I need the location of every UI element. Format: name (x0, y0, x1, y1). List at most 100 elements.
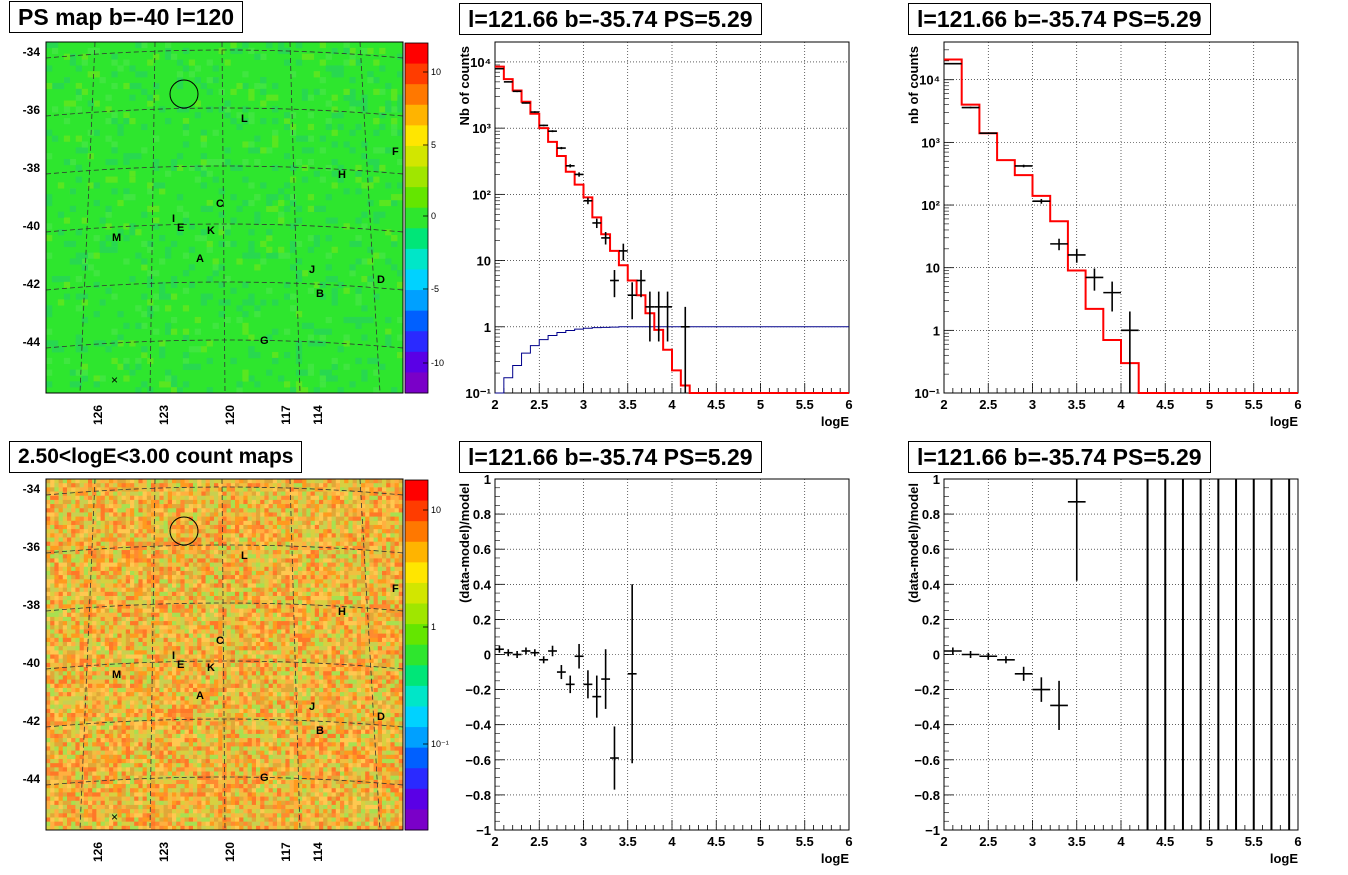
count-map-source-label-A: A (196, 690, 204, 702)
residual-left-data-point[interactable] (627, 584, 637, 764)
spectrum-right-data-point[interactable] (979, 132, 998, 135)
ps-map-source-label-H: H (338, 169, 346, 181)
residual-right-data-point[interactable] (944, 647, 962, 655)
residual-right-data-point[interactable] (1014, 666, 1033, 681)
spectrum-left-y-tick-label: 1 (484, 320, 491, 335)
spectrum-left-data-point[interactable] (495, 67, 504, 70)
spectrum-left-data-point[interactable] (521, 102, 531, 104)
residual-left-data-point[interactable] (556, 665, 566, 680)
spectrum-left-data-point[interactable] (627, 282, 637, 320)
spectrum-left-data-point[interactable] (592, 218, 602, 229)
spectrum-right-data-point[interactable] (1121, 311, 1139, 393)
residual-left-data-point[interactable] (539, 656, 549, 664)
spectrum-left-data-point[interactable] (548, 130, 557, 133)
ps-map-source-label-D: D (377, 274, 385, 286)
ps-map-colorbar-segment (405, 125, 428, 147)
spectrum-left-data-point[interactable] (680, 306, 690, 393)
spectrum-left-data-point[interactable] (503, 81, 513, 83)
residual-left-data-point[interactable] (610, 726, 619, 790)
residual-left-data-point[interactable] (574, 643, 584, 669)
residual-left-data-point[interactable] (530, 649, 540, 657)
ps-map-source-label-L: L (241, 113, 248, 125)
count-map-colorbar-segment (405, 541, 428, 563)
residual-left-y-tick-label: −0.4 (465, 718, 491, 733)
spectrum-right-plot[interactable]: 2 2.5 3 3.5 4 4.5 5 5.5 6 10⁻¹ 1 10 10² 10³ 10⁴ logE nb … (898, 0, 1347, 437)
spectrum-left-data-point[interactable] (565, 164, 575, 168)
count-map-x-tick-label: 114 (311, 842, 325, 862)
spectrum-left-data-point[interactable] (583, 197, 593, 205)
residual-left-plot[interactable]: 2 2.5 3 3.5 4 4.5 5 5.5 6 −1 −0.8 −0.6 −0.4 −0.2 0 0.2 0… (449, 437, 898, 874)
spectrum-left-data-point[interactable] (618, 243, 628, 261)
residual-left-data-point[interactable] (548, 645, 557, 657)
residual-right-title: l=121.66 b=-35.74 PS=5.29 (908, 441, 1211, 473)
count-map-source-label-C: C (216, 635, 224, 647)
spectrum-left-x-tick-label: 3.5 (619, 397, 637, 412)
spectrum-right-data-point[interactable] (1103, 281, 1121, 312)
ps-map-frame (45, 41, 404, 394)
spectrum-right-y-axis-title: nb of counts (906, 46, 921, 124)
spectrum-right-title: l=121.66 b=-35.74 PS=5.29 (908, 3, 1211, 35)
residual-right-data-point[interactable] (997, 656, 1015, 664)
spectrum-left-data-point[interactable] (654, 291, 664, 342)
count-map-colorbar-segment (405, 500, 428, 522)
residual-left-x-tick-label: 2.5 (530, 834, 548, 849)
spectrum-left-data-point[interactable] (610, 270, 619, 298)
count-map-graticule-lat-1 (45, 544, 404, 554)
spectrum-left-data-point[interactable] (601, 232, 611, 245)
ps-map-source-label-A: A (196, 253, 204, 265)
residual-right-data-point[interactable] (1067, 479, 1086, 581)
residual-right-data-point[interactable] (1050, 680, 1068, 730)
count-map-colorbar-segment (405, 480, 428, 502)
count-map-plot[interactable]: × L F H C IE K M A J D B G 10 1 10⁻¹ -34 -36 -38 -40 -42 -… (0, 437, 449, 874)
spectrum-right-data-point[interactable] (1085, 268, 1104, 291)
residual-right-data-point[interactable] (979, 652, 998, 660)
spectrum-right-data-point[interactable] (1067, 248, 1086, 263)
ps-map-plot[interactable]: × L F H C IE K M A J D B G 10 5 0 -5 -10 -34 -36 -38 -40 -4… (0, 0, 449, 437)
ps-map-source-circle[interactable] (169, 79, 199, 109)
residual-left-data-point[interactable] (503, 649, 513, 657)
residual-left-data-point[interactable] (495, 645, 504, 653)
residual-right-x-tick-label: 3.5 (1068, 834, 1086, 849)
residual-left-data-point[interactable] (565, 675, 575, 694)
residual-left-y-tick-label: −0.6 (465, 753, 491, 768)
count-map-source-circle[interactable] (169, 516, 199, 546)
ps-map-graticule-lat-1 (45, 107, 404, 117)
spectrum-left-data-point[interactable] (530, 111, 540, 113)
residual-right-data-point[interactable] (961, 650, 980, 659)
count-map-source-label-H: H (338, 606, 346, 618)
count-map-colorbar-frame (404, 479, 429, 831)
spectrum-left-plot[interactable]: 2 2.5 3 3.5 4 4.5 5 5.5 6 10⁻¹ 1 10 10² 10³ 10⁴ logE Nb … (449, 0, 898, 437)
count-map-colorbar-segment (405, 624, 428, 646)
ps-map-graticule-lat-0 (45, 49, 404, 59)
ps-map-graticule-lon-4 (359, 41, 381, 394)
residual-left-data-point[interactable] (512, 650, 522, 659)
residual-right-plot[interactable]: 2 2.5 3 3.5 4 4.5 5 5.5 6 −1 −0.8 −0.6 −0.4 −0.2 0 0.2 0… (898, 437, 1347, 874)
count-map-source-label-F: F (392, 583, 399, 595)
spectrum-right-data-point[interactable] (944, 62, 962, 65)
count-map-y-tick-label: -36 (23, 540, 41, 554)
spectrum-left-x-tick-label: 5.5 (796, 397, 814, 412)
residual-right-data-point[interactable] (1032, 677, 1051, 702)
spectrum-left-data-point[interactable] (645, 291, 655, 342)
spectrum-left-data-point[interactable] (574, 172, 584, 177)
spectrum-right-data-point[interactable] (1014, 164, 1033, 168)
spectrum-left-data-point[interactable] (636, 270, 646, 298)
spectrum-right-data-point[interactable] (961, 106, 980, 109)
spectrum-left-data-point[interactable] (512, 90, 522, 93)
spectrum-left-x-tick-label: 2.5 (530, 397, 548, 412)
spectrum-right-x-tick-label: 5.5 (1245, 397, 1263, 412)
residual-left-data-point[interactable] (583, 670, 593, 699)
spectrum-left-data-point[interactable] (539, 124, 549, 127)
ps-map-source-label-I: I (172, 213, 175, 225)
count-map-graticule-lat-4 (45, 718, 404, 728)
count-map-colorbar-segment (405, 747, 428, 769)
spectrum-left-data-point[interactable] (663, 291, 672, 342)
spectrum-right-data-point[interactable] (1050, 238, 1068, 251)
ps-map-graticule-lat-2 (45, 165, 404, 175)
count-map-colorbar-segment (405, 644, 428, 666)
residual-left-data-point[interactable] (592, 675, 602, 718)
spectrum-left-data-point[interactable] (556, 146, 566, 150)
residual-left-data-point[interactable] (521, 647, 531, 655)
residual-left-data-point[interactable] (601, 649, 611, 709)
spectrum-right-data-point[interactable] (1032, 198, 1051, 204)
